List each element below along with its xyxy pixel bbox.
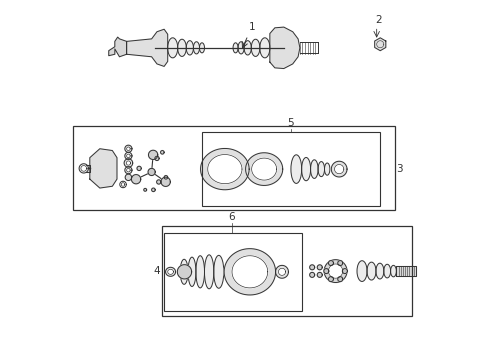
Polygon shape (324, 260, 346, 283)
Bar (164, 233, 301, 311)
Ellipse shape (213, 255, 224, 288)
Ellipse shape (290, 155, 301, 183)
Bar (162, 226, 411, 316)
Polygon shape (337, 261, 342, 266)
Ellipse shape (193, 42, 199, 54)
Ellipse shape (196, 256, 204, 288)
Polygon shape (120, 181, 126, 188)
Text: 2: 2 (374, 15, 381, 24)
Ellipse shape (199, 43, 204, 53)
Bar (201, 132, 380, 206)
Polygon shape (165, 267, 175, 276)
Polygon shape (328, 276, 333, 282)
Ellipse shape (177, 39, 186, 57)
Polygon shape (126, 147, 130, 150)
Polygon shape (328, 261, 333, 266)
Polygon shape (337, 276, 342, 282)
Ellipse shape (310, 160, 317, 179)
Polygon shape (124, 167, 132, 174)
Ellipse shape (180, 259, 188, 284)
Text: 5: 5 (287, 118, 294, 128)
Polygon shape (124, 152, 132, 159)
Polygon shape (317, 273, 322, 278)
Polygon shape (309, 265, 314, 270)
Ellipse shape (383, 264, 390, 278)
Polygon shape (137, 166, 141, 171)
Polygon shape (317, 265, 322, 270)
Ellipse shape (186, 41, 193, 55)
Bar (395, 266, 415, 276)
Polygon shape (143, 188, 146, 191)
Polygon shape (151, 188, 155, 192)
Polygon shape (125, 174, 131, 180)
Polygon shape (161, 177, 170, 186)
Polygon shape (251, 158, 276, 180)
Polygon shape (126, 29, 167, 66)
Polygon shape (148, 168, 155, 176)
Polygon shape (131, 175, 141, 184)
Polygon shape (331, 161, 346, 177)
Ellipse shape (233, 43, 238, 53)
Polygon shape (207, 154, 242, 184)
Polygon shape (328, 264, 342, 278)
Ellipse shape (390, 265, 395, 277)
Text: 6: 6 (228, 212, 235, 222)
Ellipse shape (188, 257, 196, 287)
Polygon shape (309, 273, 314, 278)
Ellipse shape (204, 255, 213, 289)
Polygon shape (269, 27, 299, 68)
Polygon shape (177, 265, 191, 279)
Text: 3: 3 (396, 163, 403, 174)
Polygon shape (164, 176, 167, 179)
Polygon shape (126, 161, 130, 165)
Polygon shape (81, 166, 86, 171)
Polygon shape (245, 153, 282, 185)
Polygon shape (156, 180, 161, 184)
Polygon shape (278, 268, 285, 275)
Ellipse shape (301, 157, 310, 181)
Polygon shape (79, 164, 88, 173)
Polygon shape (121, 183, 124, 186)
Ellipse shape (375, 263, 383, 279)
Polygon shape (126, 154, 130, 158)
Text: 4: 4 (153, 266, 160, 276)
Polygon shape (334, 165, 343, 174)
Polygon shape (231, 256, 267, 288)
Polygon shape (90, 149, 117, 188)
Polygon shape (167, 269, 173, 274)
Polygon shape (275, 265, 288, 278)
Ellipse shape (167, 38, 177, 58)
Text: 1: 1 (248, 22, 254, 32)
Ellipse shape (324, 163, 329, 175)
Ellipse shape (366, 262, 375, 280)
Polygon shape (200, 148, 248, 190)
Bar (73, 126, 394, 210)
Ellipse shape (317, 162, 324, 177)
Polygon shape (342, 269, 346, 274)
Polygon shape (108, 37, 126, 57)
Bar (85, 165, 90, 172)
Ellipse shape (238, 42, 244, 54)
Ellipse shape (259, 38, 269, 58)
Polygon shape (224, 249, 275, 295)
Polygon shape (160, 150, 164, 154)
Ellipse shape (244, 41, 251, 55)
Polygon shape (148, 150, 158, 159)
Polygon shape (155, 156, 159, 161)
Polygon shape (126, 168, 130, 172)
Ellipse shape (356, 261, 366, 282)
Ellipse shape (251, 39, 259, 57)
Polygon shape (124, 145, 132, 152)
Polygon shape (124, 159, 132, 167)
Polygon shape (323, 269, 328, 274)
Polygon shape (374, 38, 385, 51)
